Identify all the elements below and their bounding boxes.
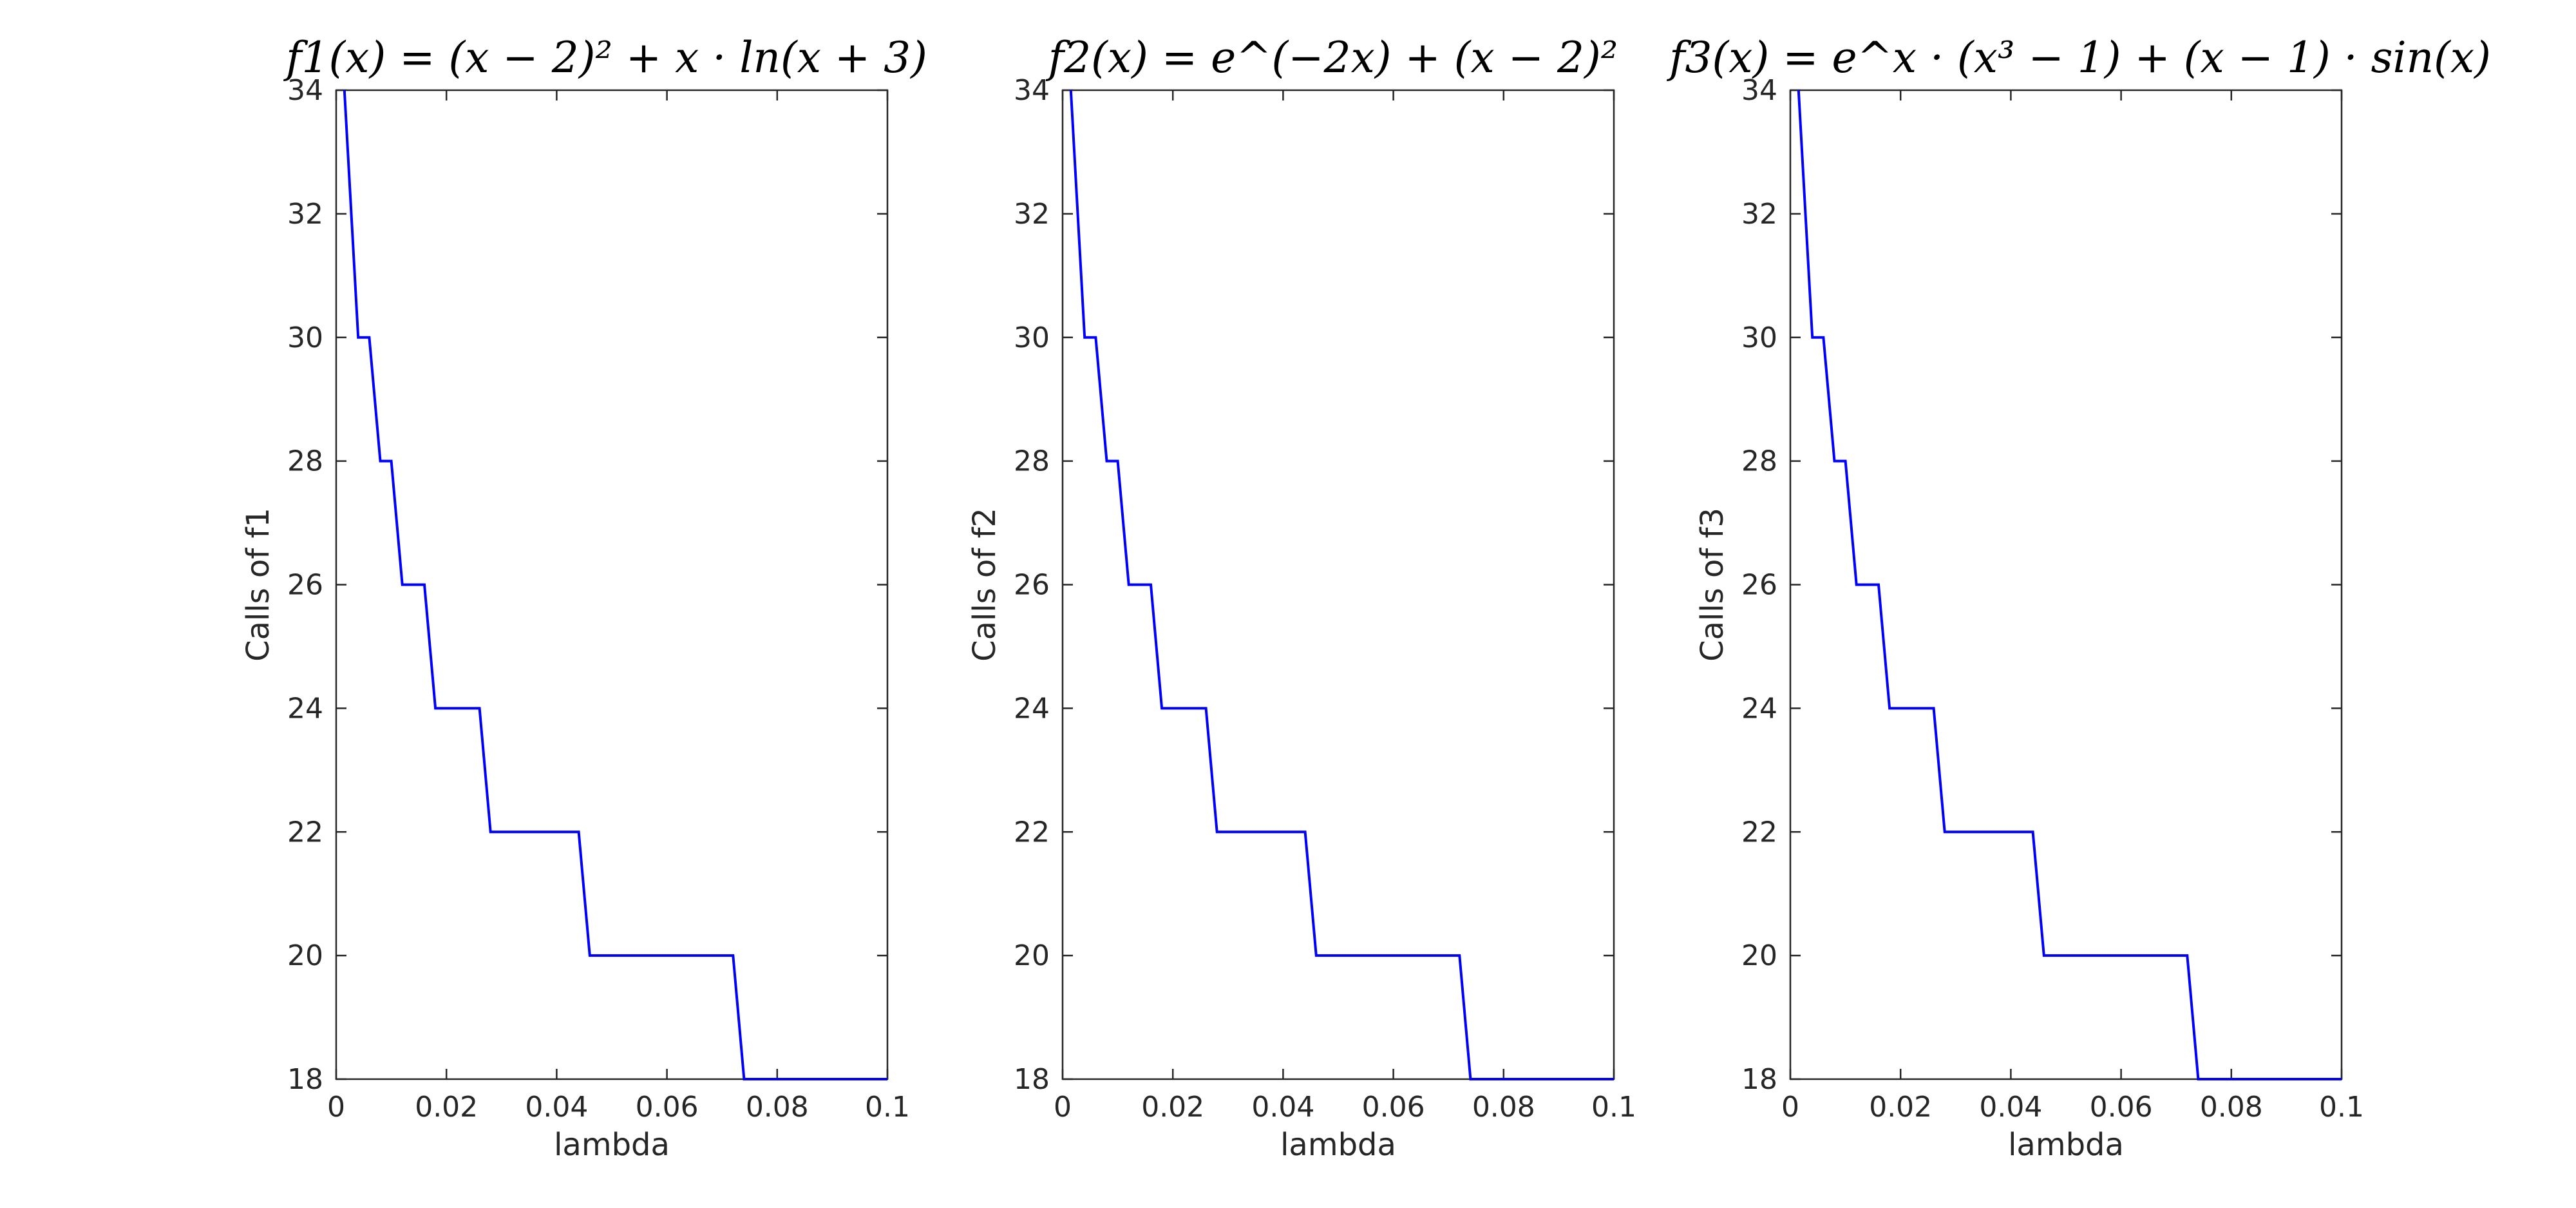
panel2-series-line-1: [1069, 90, 1614, 1080]
panel2-y-tick-label: 30: [1014, 321, 1050, 354]
panel3-y-tick-label: 32: [1741, 198, 1777, 231]
panel1-x-tick-label: 0.1: [865, 1091, 910, 1124]
panel3-x-tick-label: 0: [1781, 1091, 1799, 1124]
panel2-y-tick-label: 26: [1014, 569, 1050, 602]
panel2-y-tick-label: 24: [1014, 692, 1050, 725]
panel3-y-tick-label: 22: [1741, 816, 1777, 848]
panel3-y-tick-label: 20: [1741, 939, 1777, 972]
chart-panel-3: f3(x) = e^x · (x³ − 1) + (x − 1) · sin(x…: [1666, 33, 2491, 1163]
panel1-x-tick-label: 0.08: [746, 1091, 809, 1124]
panel1-y-tick-label: 26: [287, 569, 323, 602]
panel1-y-tick-label: 32: [287, 198, 323, 231]
panel1-y-tick-label: 24: [287, 692, 323, 725]
panel2-x-axis-label: lambda: [1280, 1127, 1396, 1163]
panel2-x-tick-label: 0.08: [1472, 1091, 1535, 1124]
panel2-x-tick-label: 0: [1054, 1091, 1072, 1124]
panel1-x-tick-label: 0: [327, 1091, 345, 1124]
panel3-x-tick-label: 0.02: [1869, 1091, 1932, 1124]
chart-title-2: f2(x) = e^(−2x) + (x − 2)²: [1045, 33, 1618, 82]
panel1-x-tick-label: 0.02: [415, 1091, 478, 1124]
panel2-y-axis-label: Calls of f2: [967, 508, 1003, 662]
panel2-y-tick-label: 18: [1014, 1063, 1050, 1096]
panel3-series-line-1: [1797, 90, 2342, 1080]
panel3-x-axis-label: lambda: [2008, 1127, 2124, 1163]
panel1-y-axis-label: Calls of f1: [240, 508, 276, 662]
chart-panel-2: f2(x) = e^(−2x) + (x − 2)² 0 0.02 0.04 0.06…: [967, 33, 1636, 1163]
panel3-x-tick-label: 0.06: [2090, 1091, 2153, 1124]
chart-title-1: f1(x) = (x − 2)² + x · ln(x + 3): [283, 33, 927, 82]
panel3-y-tick-label: 18: [1741, 1063, 1777, 1096]
panel1-y-tick-label: 18: [287, 1063, 323, 1096]
panel2-y-tick-label: 22: [1014, 816, 1050, 848]
panel2-y-tick-label: 28: [1014, 445, 1050, 478]
panel1-y-tick-label: 28: [287, 445, 323, 478]
panel2-x-tick-label: 0.06: [1362, 1091, 1425, 1124]
panel2-x-tick-label: 0.04: [1251, 1091, 1314, 1124]
panel3-y-axis-label: Calls of f3: [1694, 508, 1730, 662]
panel1-y-tick-label: 30: [287, 321, 323, 354]
panel2-x-tick-label: 0.02: [1141, 1091, 1204, 1124]
panel1-y-tick-label: 20: [287, 939, 323, 972]
panel2-y-tick-label: 34: [1014, 74, 1050, 107]
panel1-y-tick-label: 34: [287, 74, 323, 107]
panel3-y-tick-label: 28: [1741, 445, 1777, 478]
chart-title-3: f3(x) = e^x · (x³ − 1) + (x − 1) · sin(x…: [1666, 33, 2491, 82]
panel2-y-tick-label: 20: [1014, 939, 1050, 972]
panel3-y-tick-label: 30: [1741, 321, 1777, 354]
panel3-x-tick-label: 0.1: [2319, 1091, 2364, 1124]
chart-panel-1: f1(x) = (x − 2)² + x · ln(x + 3) 0 0.02 0.…: [240, 33, 927, 1163]
panel1-y-tick-label: 22: [287, 816, 323, 848]
panel3-y-tick-label: 26: [1741, 569, 1777, 602]
panel1-x-tick-label: 0.06: [636, 1091, 699, 1124]
panel3-x-tick-label: 0.04: [1979, 1091, 2042, 1124]
panel3-x-tick-label: 0.08: [2200, 1091, 2263, 1124]
panel1-x-tick-label: 0.04: [525, 1091, 588, 1124]
panel1-x-axis-label: lambda: [554, 1127, 670, 1163]
panel2-y-tick-label: 32: [1014, 198, 1050, 231]
panel2-x-tick-label: 0.1: [1591, 1091, 1636, 1124]
panel3-y-tick-label: 24: [1741, 692, 1777, 725]
panel3-y-tick-label: 34: [1741, 74, 1777, 107]
panel1-series-line-1: [343, 90, 887, 1080]
